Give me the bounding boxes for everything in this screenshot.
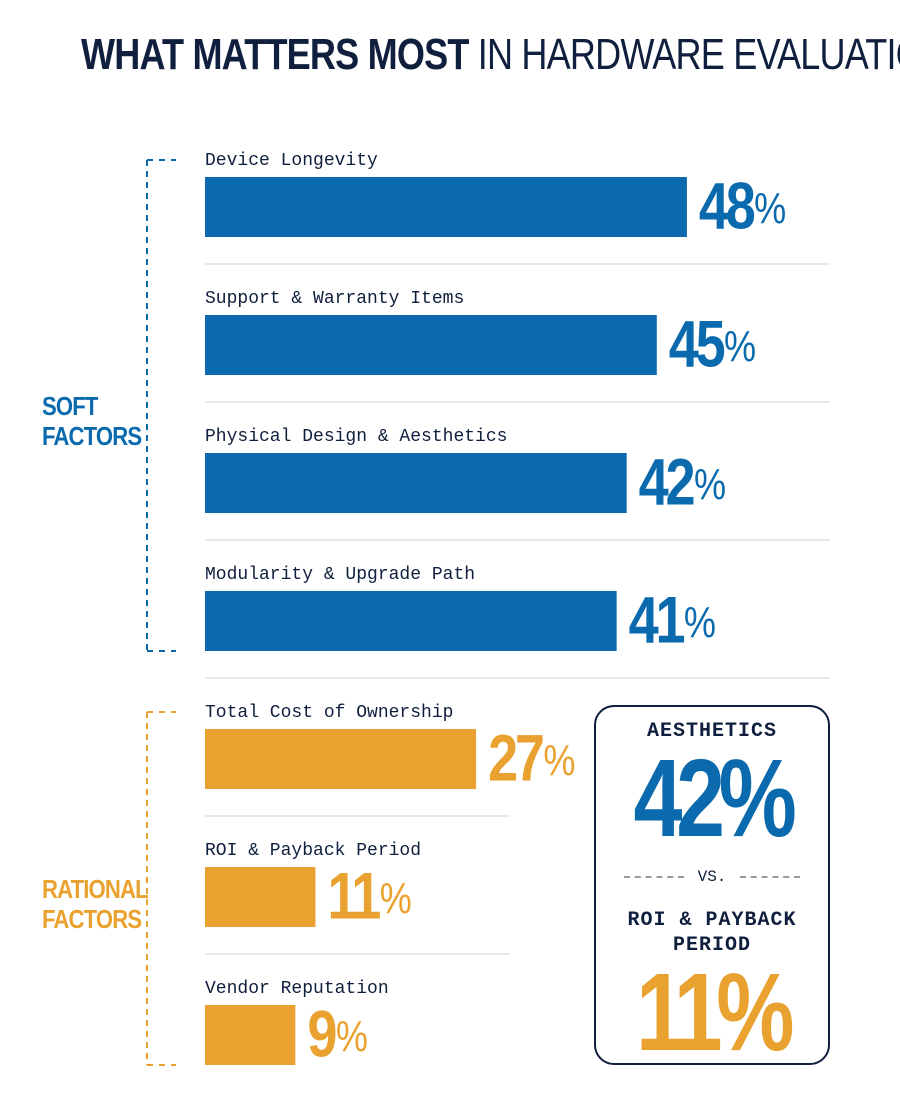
bar: [205, 315, 657, 375]
callout-box: AESTHETICS 42% VS. ROI & PAYBACK PERIOD …: [594, 705, 830, 1074]
callout-separator: VS.: [596, 868, 828, 886]
callout-value: 11%: [635, 951, 794, 1074]
category-label: Support & Warranty Items: [205, 289, 464, 309]
value-label: 48%: [699, 168, 786, 242]
chart-title: WHAT MATTERS MOST IN HARDWARE EVALUATION: [81, 30, 900, 80]
value-label: 9%: [307, 996, 367, 1070]
value-label: 41%: [629, 582, 716, 656]
category-label: ROI & Payback Period: [205, 841, 421, 861]
category-label: Total Cost of Ownership: [205, 703, 453, 723]
callout-label: ROI & PAYBACK PERIOD: [627, 909, 797, 957]
value-label: 11%: [327, 858, 411, 932]
category-label: Vendor Reputation: [205, 979, 389, 999]
bar: [205, 1005, 296, 1065]
group-label: SOFT FACTORS: [42, 391, 142, 451]
category-label: Modularity & Upgrade Path: [205, 565, 475, 585]
title-rest: IN HARDWARE EVALUATION: [477, 30, 900, 79]
callout-label: AESTHETICS: [646, 720, 778, 743]
bar: [205, 591, 617, 651]
category-label: Physical Design & Aesthetics: [205, 427, 507, 447]
value-label: 27%: [488, 720, 575, 794]
category-label: Device Longevity: [205, 151, 378, 171]
bar: [205, 177, 687, 237]
bar: [205, 867, 316, 927]
value-label: 42%: [639, 444, 726, 518]
title-emphasis: WHAT MATTERS MOST: [81, 30, 469, 79]
bar: [205, 729, 477, 789]
group-label: RATIONAL FACTORS: [42, 874, 148, 934]
callout-value: 42%: [633, 737, 797, 860]
bar: [205, 453, 627, 513]
value-label: 45%: [669, 306, 756, 380]
